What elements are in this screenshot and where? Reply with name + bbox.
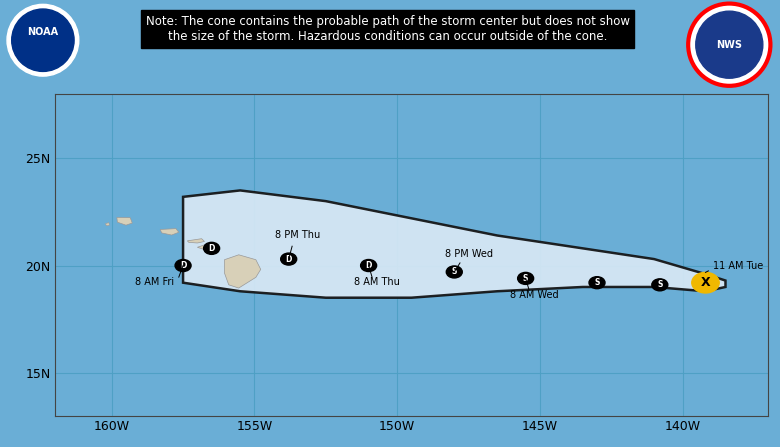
Circle shape — [696, 11, 763, 78]
Circle shape — [7, 4, 79, 76]
Text: 11 AM Tue: 11 AM Tue — [713, 261, 763, 271]
Circle shape — [688, 4, 771, 86]
Text: Note: The cone contains the probable path of the storm center but does not show
: Note: The cone contains the probable pat… — [146, 15, 629, 43]
Text: 8 PM Thu: 8 PM Thu — [275, 230, 320, 240]
Circle shape — [652, 279, 668, 291]
Text: X: X — [700, 276, 711, 289]
Text: S: S — [594, 278, 600, 287]
Text: D: D — [366, 261, 372, 270]
Circle shape — [12, 9, 74, 72]
Polygon shape — [105, 223, 109, 226]
Text: D: D — [285, 255, 292, 264]
Text: 8 AM Fri: 8 AM Fri — [135, 277, 174, 287]
Circle shape — [518, 272, 534, 284]
Circle shape — [204, 242, 220, 254]
Circle shape — [175, 260, 191, 271]
Polygon shape — [225, 255, 261, 288]
Circle shape — [281, 253, 296, 265]
Circle shape — [692, 272, 719, 293]
Circle shape — [589, 277, 605, 289]
Text: S: S — [452, 267, 457, 276]
Text: 8 PM Wed: 8 PM Wed — [445, 249, 492, 259]
Text: D: D — [180, 261, 186, 270]
Text: NWS: NWS — [716, 40, 743, 50]
Text: NOAA: NOAA — [27, 27, 58, 38]
Text: S: S — [523, 274, 528, 283]
Circle shape — [446, 266, 463, 278]
Circle shape — [360, 260, 377, 271]
Polygon shape — [117, 217, 133, 225]
Text: D: D — [208, 244, 215, 253]
Text: 8 AM Wed: 8 AM Wed — [510, 290, 558, 299]
Polygon shape — [183, 190, 725, 298]
Text: S: S — [657, 280, 662, 289]
Polygon shape — [160, 228, 179, 235]
Polygon shape — [197, 243, 218, 250]
Text: 8 AM Thu: 8 AM Thu — [354, 277, 400, 287]
Polygon shape — [187, 239, 204, 243]
